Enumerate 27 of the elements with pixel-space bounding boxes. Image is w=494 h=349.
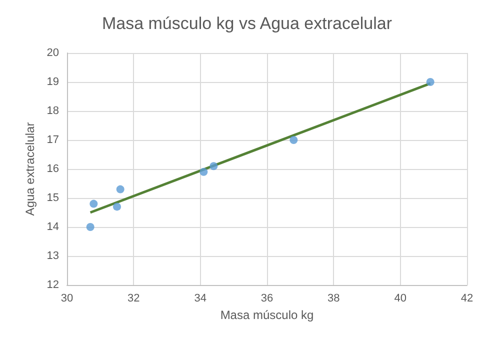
point [86, 223, 94, 231]
point [200, 168, 208, 176]
y-tick-label: 16 [46, 163, 59, 175]
y-tick-label: 18 [46, 105, 59, 117]
x-tick-label: 30 [60, 292, 74, 304]
y-tick-label: 19 [46, 76, 59, 88]
y-tick-label: 15 [46, 192, 59, 204]
point [426, 78, 434, 86]
point [90, 200, 98, 208]
x-tick-label: 32 [128, 292, 140, 304]
x-axis-title: Masa músculo kg [220, 308, 314, 322]
x-tick-label: 34 [194, 292, 206, 304]
y-tick-label: 20 [46, 47, 59, 59]
point [210, 162, 218, 170]
y-tick-label: 12 [46, 279, 59, 291]
chart-title: Masa músculo kg vs Agua extracelular [102, 14, 392, 33]
x-tick-label: 36 [260, 292, 274, 304]
x-tick-label: 40 [394, 292, 406, 304]
point [113, 202, 121, 211]
x-tick-label: 38 [328, 292, 340, 304]
y-tick-label: 17 [46, 134, 59, 146]
x-tick-label: 42 [460, 292, 474, 304]
point [290, 136, 298, 144]
point [116, 185, 124, 194]
y-tick-label: 14 [46, 221, 59, 233]
y-axis-title: Agua extracelular [22, 122, 37, 216]
y-tick-label: 13 [46, 250, 59, 262]
